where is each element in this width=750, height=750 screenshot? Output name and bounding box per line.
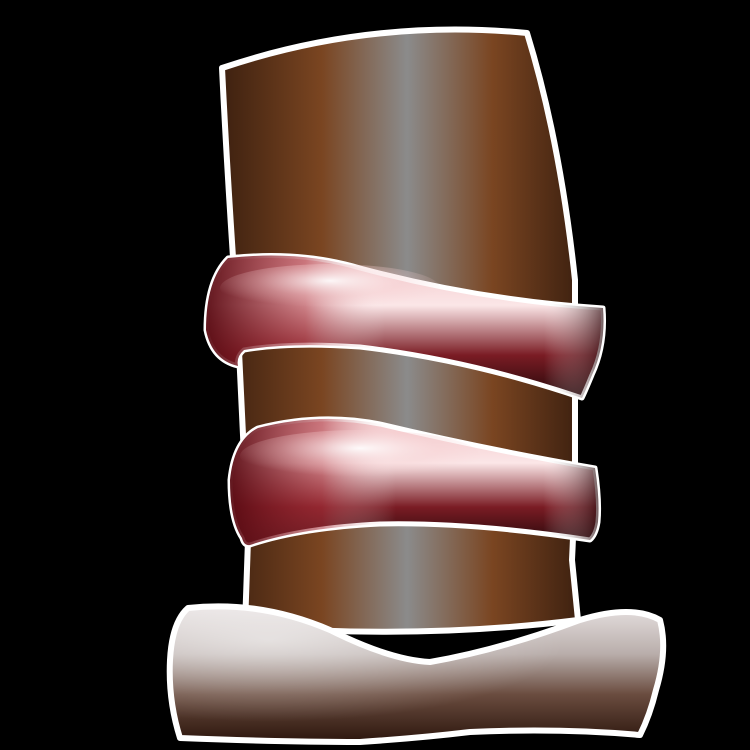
lower-band (227, 416, 602, 548)
upper-band (203, 253, 606, 401)
hat-brim (166, 603, 667, 745)
